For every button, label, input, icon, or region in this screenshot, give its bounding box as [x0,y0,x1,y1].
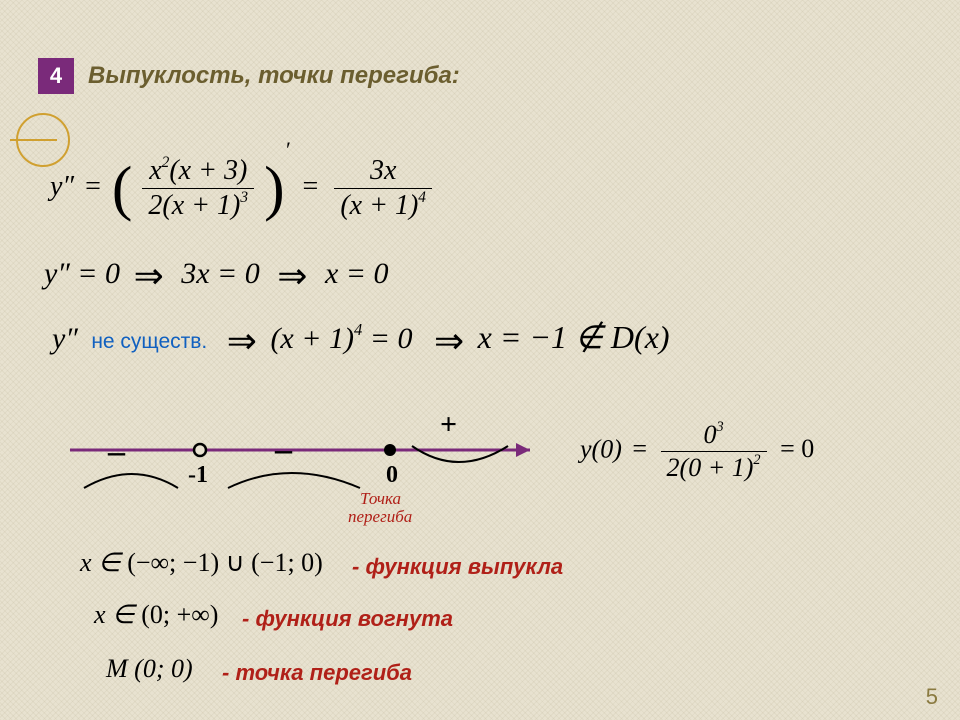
label-inflection: - точка перегиба [222,660,412,686]
int3-m: M (0; 0) [106,654,193,683]
eq3-b-tail: = 0 [362,322,412,355]
eq1-den: 2(x + 1) [148,190,240,221]
eq1-num-paren: (x + 3) [169,155,247,186]
eq2-c: x = 0 [325,257,389,290]
eq3-b: (x + 1) [270,322,354,355]
y0-den: 2(0 + 1) [667,453,754,482]
y0-num-exp: 3 [716,419,723,435]
int2-b: (0; +∞) [141,600,218,629]
section-title: Выпуклость, точки перегиба: [88,62,460,90]
eq1-prime: ′ [285,137,290,162]
eq1-num2: 3x [334,155,432,188]
y0-lhs: y(0) [580,434,622,463]
label-concave: - функция вогнута [242,606,453,632]
section-header: 4 Выпуклость, точки перегиба: [38,58,460,94]
int2-a: x ∈ [94,600,141,629]
int1-b: (−∞; −1) ∪ (−1; 0) [127,548,323,577]
int1-a: x ∈ [80,548,127,577]
sign-plus: + [440,408,457,441]
eq1-den2-exp: 4 [418,189,426,206]
arrow-icon: ⇒ [277,256,307,296]
section-number-badge: 4 [38,58,74,94]
eq3-c-fn: D(x) [611,319,670,355]
page-number: 5 [926,684,938,710]
eq2-b: 3x = 0 [181,257,260,290]
eq3-a: y″ [52,322,78,355]
eq1-den2: (x + 1) [340,190,418,221]
interval-convex: x ∈ (−∞; −1) ∪ (−1; 0) [80,548,323,578]
y0-eq: = [632,434,647,463]
y0-tail: = 0 [780,434,814,463]
eq1-equals: = [85,171,101,202]
label-zero: 0 [386,462,398,488]
sign-minus-b: – [274,431,293,468]
eq3-b-exp: 4 [354,320,362,339]
eq-critical-zero: y″ = 0 ⇒ 3x = 0 ⇒ x = 0 [44,255,389,297]
label-neg1: -1 [188,462,208,488]
eq1-den-exp: 3 [240,189,248,206]
badge-text: 4 [50,63,62,89]
eq-second-derivative: y″ = ( x2(x + 3) 2(x + 1)3 )′ = 3x (x + … [50,155,435,222]
eq1-num-exp: 2 [162,154,170,171]
sign-minus-a: – [107,433,126,470]
eq3-c-pre: x = −1 ∉ [478,319,611,355]
caption-inflection-2: перегиба [348,507,412,526]
eq-not-exist: y″ не существ. ⇒ (x + 1)4 = 0 ⇒ x = −1 ∉… [52,318,670,362]
caption-inflection-1: Точка [360,489,401,508]
arrow-icon: ⇒ [227,321,257,361]
y0-den-exp: 2 [753,452,760,468]
interval-concave: x ∈ (0; +∞) [94,600,218,630]
eq1-lhs: y″ [50,171,74,202]
eq-y-at-zero: y(0) = 03 2(0 + 1)2 = 0 [580,420,814,483]
eq2-a: y″ = 0 [44,257,120,290]
note-not-exist: не существ. [91,330,207,353]
label-convex: - функция выпукла [352,554,563,580]
eq1-num-x: x [149,155,161,186]
arrow-icon: ⇒ [134,256,164,296]
number-line: -1 0 – – + Точка перегиба [60,390,570,530]
inflection-point: M (0; 0) [106,654,193,684]
eq1-equals2: = [303,171,319,202]
arrow-icon: ⇒ [434,321,464,361]
y0-num: 0 [703,420,716,449]
